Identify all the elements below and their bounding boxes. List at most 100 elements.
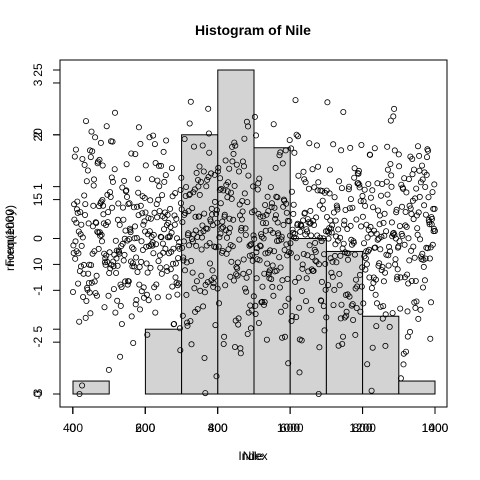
scatter-point [391, 231, 398, 238]
scatter-point [402, 348, 409, 355]
scatter-point [155, 196, 162, 203]
chart-title: Histogram of Nile [195, 22, 311, 38]
scatter-point [256, 175, 263, 182]
scatter-point [208, 170, 215, 177]
scatter-point [250, 183, 257, 190]
scatter-point [262, 201, 269, 208]
scatter-point [302, 179, 309, 186]
scatter-point [160, 148, 167, 155]
scatter-point [251, 235, 258, 242]
scatter-point [99, 238, 106, 245]
scatter-point [135, 189, 142, 196]
scatter-point [191, 186, 198, 193]
scatter-point [272, 164, 279, 171]
scatter-point [277, 149, 284, 156]
scatter-point [117, 302, 124, 309]
scatter-point [395, 151, 402, 158]
scatter-point [358, 283, 365, 290]
scatter-point [378, 233, 385, 240]
scatter-point [335, 178, 342, 185]
x-tick-label: 1000 [422, 421, 449, 435]
scatter-point [171, 212, 178, 219]
y-axis: 0 5 10 15 20 25 -3 -2 -1 0 1 2 3 [31, 63, 61, 399]
scatter-point [201, 289, 208, 296]
scatter-point [282, 147, 289, 154]
scatter-point [201, 210, 208, 217]
scatter-point [319, 197, 326, 204]
scatter-point [82, 314, 89, 321]
scatter-point [231, 139, 238, 146]
scatter-point [313, 142, 320, 149]
scatter-point [334, 206, 341, 213]
scatter-point [147, 264, 154, 271]
scatter-point [370, 274, 377, 281]
scatter-point [153, 281, 160, 288]
scatter-point [301, 209, 308, 216]
scatter-point [200, 168, 207, 175]
scatter-point [214, 168, 221, 175]
scatter-point [352, 276, 359, 283]
scatter-point [76, 390, 83, 397]
scatter-point [348, 241, 355, 248]
scatter-point [308, 306, 315, 313]
scatter-point [206, 149, 213, 156]
x-tick-label: 200 [135, 421, 155, 435]
scatter-point [358, 223, 365, 230]
scatter-point [263, 211, 270, 218]
scatter-point [123, 187, 130, 194]
scatter-point [311, 184, 318, 191]
scatter-point [329, 273, 336, 280]
scatter-point [322, 286, 329, 293]
scatter-point [389, 310, 396, 317]
scatter-point [259, 298, 266, 305]
scatter-point [83, 178, 90, 185]
scatter-point [356, 184, 363, 191]
scatter-point [385, 262, 392, 269]
scatter-point [112, 237, 119, 244]
scatter-point [213, 207, 220, 214]
scatter-point [140, 221, 147, 228]
scatter-point [109, 178, 116, 185]
scatter-point [222, 282, 229, 289]
scatter-point [405, 235, 412, 242]
y-axis-label-histogram: Frequency [3, 210, 17, 267]
scatter-point [373, 230, 380, 237]
scatter-point [78, 263, 85, 270]
scatter-point [263, 336, 270, 343]
scatter-point [282, 302, 289, 309]
scatter-point [329, 258, 336, 265]
scatter-point [431, 227, 438, 234]
scatter-point [146, 134, 153, 141]
scatter-point [331, 286, 338, 293]
scatter-point [192, 227, 199, 234]
scatter-point [383, 228, 390, 235]
scatter-point [183, 291, 190, 298]
scatter-point [426, 221, 433, 228]
scatter-point [279, 160, 286, 167]
scatter-point [93, 292, 100, 299]
scatter-point [128, 150, 135, 157]
scatter-point [125, 278, 132, 285]
scatter-point [90, 202, 97, 209]
scatter-point [92, 134, 99, 141]
scatter-point [240, 256, 247, 263]
scatter-point [367, 223, 374, 230]
scatter-point [423, 154, 430, 161]
scatter-point [91, 278, 98, 285]
y-tick-label: 2 [31, 131, 45, 138]
scatter-point [417, 236, 424, 243]
scatter-point [81, 161, 88, 168]
scatter-point [103, 252, 110, 259]
scatter-point [381, 210, 388, 217]
scatter-point [104, 258, 111, 265]
scatter-point [190, 189, 197, 196]
scatter-point [384, 143, 391, 150]
scatter-point [271, 204, 278, 211]
scatter-point [187, 318, 194, 325]
scatter-point [102, 255, 109, 262]
scatter-point [344, 225, 351, 232]
scatter-point [125, 200, 132, 207]
scatter-point [412, 277, 419, 284]
scatter-point [330, 141, 337, 148]
scatter-point [338, 147, 345, 154]
